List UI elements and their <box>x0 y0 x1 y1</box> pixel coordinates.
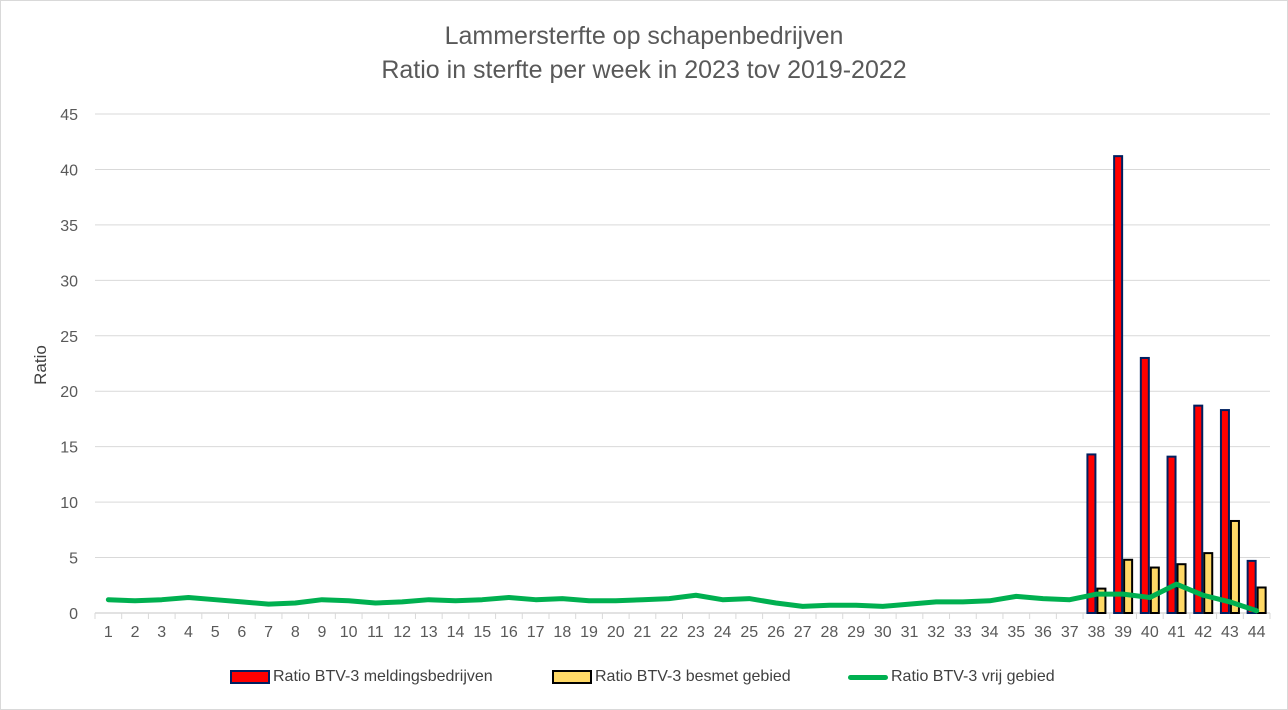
legend-item-vrij-gebied[interactable]: Ratio BTV-3 vrij gebied <box>848 668 1055 686</box>
bar-besmet-gebied <box>1096 587 1107 614</box>
bar-meldingsbedrijven <box>1193 404 1204 615</box>
y-tick-label: 0 <box>69 606 78 623</box>
x-tick-label: 42 <box>1194 624 1212 641</box>
x-tick-label: 2 <box>131 624 140 641</box>
bar-besmet-gebied <box>1203 552 1214 614</box>
x-tick-label: 24 <box>714 624 732 641</box>
x-tick-label: 20 <box>607 624 625 641</box>
x-tick-label: 7 <box>264 624 273 641</box>
y-axis-label: Ratio <box>31 345 50 385</box>
x-tick-label: 38 <box>1088 624 1106 641</box>
legend-label: Ratio BTV-3 besmet gebied <box>595 668 791 685</box>
y-tick-label: 20 <box>60 384 78 401</box>
line-vrij-gebied <box>105 581 1260 614</box>
x-tick-label: 40 <box>1141 624 1159 641</box>
legend-label: Ratio BTV-3 meldingsbedrijven <box>273 668 493 685</box>
chart-subtitle: Ratio in sterfte per week in 2023 tov 20… <box>381 56 907 84</box>
x-tick-label: 44 <box>1248 624 1266 641</box>
bar-meldingsbedrijven <box>1113 155 1124 614</box>
x-tick-label: 21 <box>634 624 652 641</box>
x-tick-label: 16 <box>500 624 518 641</box>
x-tick-label: 37 <box>1061 624 1079 641</box>
x-tick-label: 33 <box>954 624 972 641</box>
x-axis: 1 2 3 4 5 6 7 8 9 10 11 12 13 14 15 16 17 18 19 20 21 22 23 24 2… <box>94 612 1271 641</box>
x-tick-label: 29 <box>847 624 865 641</box>
bar-meldingsbedrijven <box>1086 453 1097 614</box>
y-tick-label: 25 <box>60 329 78 346</box>
x-tick-label: 3 <box>157 624 166 641</box>
bar-besmet-gebied <box>1123 558 1134 614</box>
y-tick-label: 45 <box>60 107 78 124</box>
y-tick-label: 10 <box>60 495 78 512</box>
x-tick-label: 19 <box>580 624 598 641</box>
x-tick-label: 28 <box>820 624 838 641</box>
x-tick-label: 15 <box>473 624 491 641</box>
x-tick-label: 11 <box>367 624 384 641</box>
x-tick-label: 22 <box>660 624 678 641</box>
line-series <box>105 581 1260 614</box>
chart-title: Lammersterfte op schapenbedrijven <box>444 22 844 50</box>
bar-meldingsbedrijven <box>1246 559 1257 614</box>
x-tick-label: 13 <box>420 624 438 641</box>
x-tick-label: 23 <box>687 624 705 641</box>
y-axis-ticks: 0 5 10 15 20 25 30 35 40 45 <box>60 107 78 623</box>
bar-besmet-gebied <box>1229 519 1240 614</box>
legend: Ratio BTV-3 meldingsbedrijven Ratio BTV-… <box>0 668 1288 690</box>
x-tick-label: 34 <box>981 624 999 641</box>
x-tick-label: 4 <box>184 624 193 641</box>
x-tick-label: 14 <box>447 624 465 641</box>
legend-swatch-red <box>230 670 270 684</box>
legend-item-meldingsbedrijven[interactable]: Ratio BTV-3 meldingsbedrijven <box>230 668 493 686</box>
x-tick-label: 25 <box>740 624 758 641</box>
x-tick-label: 43 <box>1221 624 1239 641</box>
x-tick-label: 32 <box>927 624 945 641</box>
x-tick-label: 30 <box>874 624 892 641</box>
x-tick-label: 36 <box>1034 624 1052 641</box>
x-tick-label: 10 <box>340 624 358 641</box>
x-tick-label: 35 <box>1007 624 1025 641</box>
x-tick-label: 18 <box>553 624 571 641</box>
x-tick-label: 17 <box>527 624 545 641</box>
legend-swatch-green <box>848 674 888 680</box>
x-tick-label: 27 <box>794 624 812 641</box>
x-tick-label: 1 <box>104 624 113 641</box>
bar-besmet-gebied <box>1256 586 1267 614</box>
x-tick-label: 9 <box>318 624 327 641</box>
y-tick-label: 40 <box>60 162 78 179</box>
bar-meldingsbedrijven <box>1166 455 1177 614</box>
bar-meldingsbedrijven <box>1219 409 1230 614</box>
x-tick-label: 31 <box>901 624 919 641</box>
x-tick-label: 41 <box>1168 624 1186 641</box>
legend-label: Ratio BTV-3 vrij gebied <box>891 668 1055 685</box>
x-tick-label: 39 <box>1114 624 1132 641</box>
x-tick-label: 26 <box>767 624 785 641</box>
legend-item-besmet-gebied[interactable]: Ratio BTV-3 besmet gebied <box>552 668 791 686</box>
gridlines <box>95 113 1270 559</box>
bar-besmet-gebied <box>1149 566 1160 615</box>
x-tick-label: 5 <box>211 624 220 641</box>
y-tick-label: 35 <box>60 218 78 235</box>
x-tick-label: 6 <box>237 624 246 641</box>
y-tick-label: 15 <box>60 440 78 457</box>
y-tick-label: 30 <box>60 273 78 290</box>
y-tick-label: 5 <box>69 551 78 568</box>
legend-swatch-yellow <box>552 670 592 684</box>
x-tick-label: 8 <box>291 624 300 641</box>
bar-meldingsbedrijven <box>1139 356 1150 615</box>
x-tick-label: 12 <box>393 624 411 641</box>
